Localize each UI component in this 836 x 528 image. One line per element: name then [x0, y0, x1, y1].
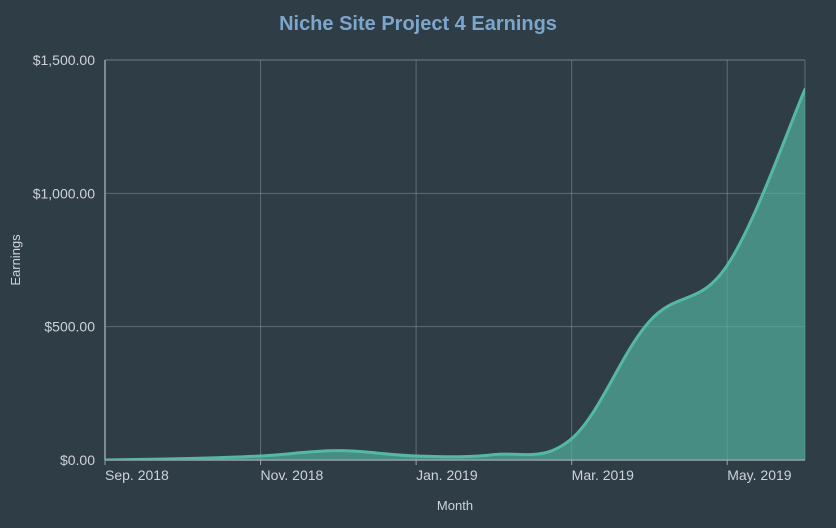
x-tick-label: Sep. 2018	[105, 467, 169, 483]
x-tick-label: Jan. 2019	[416, 467, 478, 483]
y-tick-label: $500.00	[44, 319, 95, 335]
y-axis-label: Earnings	[8, 234, 23, 286]
x-tick-label: May. 2019	[727, 467, 792, 483]
y-tick-label: $1,000.00	[33, 185, 95, 201]
chart-title: Niche Site Project 4 Earnings	[279, 13, 557, 35]
chart-svg: $0.00 $500.00 $1,000.00 $1,500.00 Sep. 2018 N…	[0, 0, 836, 528]
x-axis-label: Month	[437, 498, 473, 513]
y-tick-label: $0.00	[60, 452, 95, 468]
x-tick-label: Nov. 2018	[261, 467, 324, 483]
earnings-area-chart: $0.00 $500.00 $1,000.00 $1,500.00 Sep. 2018 N…	[0, 0, 836, 528]
x-tick-label: Mar. 2019	[572, 467, 634, 483]
y-tick-label: $1,500.00	[33, 52, 95, 68]
